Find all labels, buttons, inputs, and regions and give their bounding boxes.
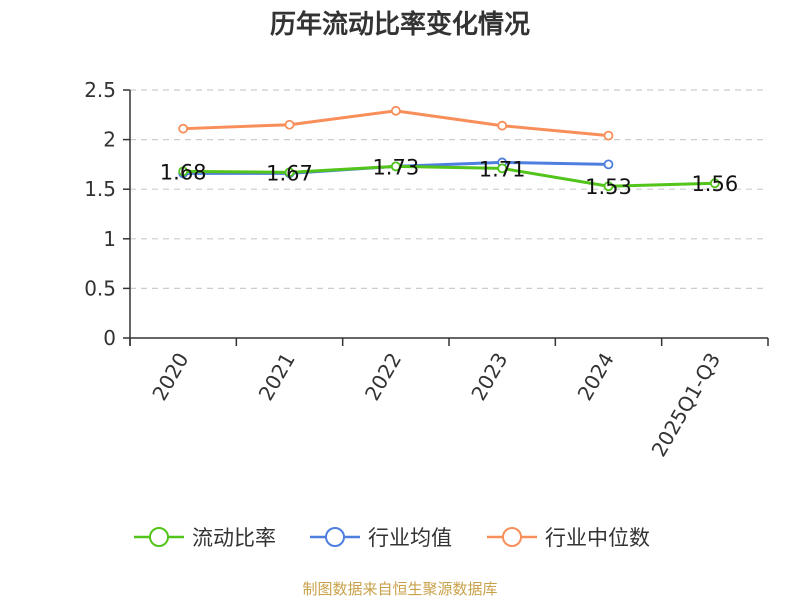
data-label: 1.71	[479, 157, 526, 181]
data-label: 1.68	[160, 160, 207, 184]
x-tick-label: 2022	[360, 349, 406, 405]
y-tick-label: 2	[103, 128, 116, 152]
data-label: 1.56	[691, 172, 738, 196]
y-tick-label: 1.5	[84, 177, 116, 201]
grid-lines	[130, 89, 768, 289]
legend: 流动比率 行业均值 行业中位数	[134, 526, 650, 550]
data-point	[603, 181, 614, 192]
series-line-0	[183, 164, 715, 188]
data-point	[284, 119, 295, 130]
data-point	[390, 161, 401, 172]
y-tick-label: 0.5	[84, 276, 116, 300]
y-tick-label: 0	[103, 326, 116, 350]
data-point	[178, 123, 189, 134]
axes: 0 0.5 1 1.5 2 2.5 2020 2021 2022 2023 2024 2025Q1-Q…	[84, 78, 769, 461]
data-point	[497, 163, 508, 174]
legend-item: 流动比率	[134, 526, 276, 550]
legend-marker	[325, 527, 345, 547]
y-tick-label: 1	[103, 227, 116, 251]
x-tick-label: 2020	[147, 349, 193, 405]
x-tick-label: 2021	[254, 349, 300, 405]
legend-marker	[149, 527, 169, 547]
chart-title: 历年流动比率变化情况	[269, 10, 530, 40]
y-tick-label: 2.5	[84, 78, 116, 102]
series	[178, 105, 720, 192]
legend-label: 流动比率	[192, 526, 276, 550]
data-point	[390, 105, 401, 116]
data-label: 1.67	[266, 161, 313, 185]
data-point	[603, 130, 614, 141]
data-labels: 1.68 1.67 1.73 1.71 1.53 1.56	[160, 155, 738, 199]
legend-item: 行业中位数	[487, 526, 650, 550]
source-note: 制图数据来自恒生聚源数据库	[302, 580, 498, 598]
x-tick-label: 2023	[466, 348, 512, 404]
legend-label: 行业中位数	[545, 526, 650, 550]
data-point	[603, 159, 614, 170]
data-point	[284, 167, 295, 178]
x-tick-label: 2025Q1-Q3	[646, 349, 725, 461]
legend-label: 行业均值	[368, 526, 452, 550]
data-label: 1.73	[372, 155, 419, 179]
data-point	[178, 166, 189, 177]
data-label: 1.53	[585, 175, 632, 199]
x-tick-label: 2024	[573, 349, 619, 405]
data-point	[709, 178, 720, 189]
legend-marker	[502, 527, 522, 547]
data-point	[497, 120, 508, 131]
legend-item: 行业均值	[310, 526, 452, 550]
